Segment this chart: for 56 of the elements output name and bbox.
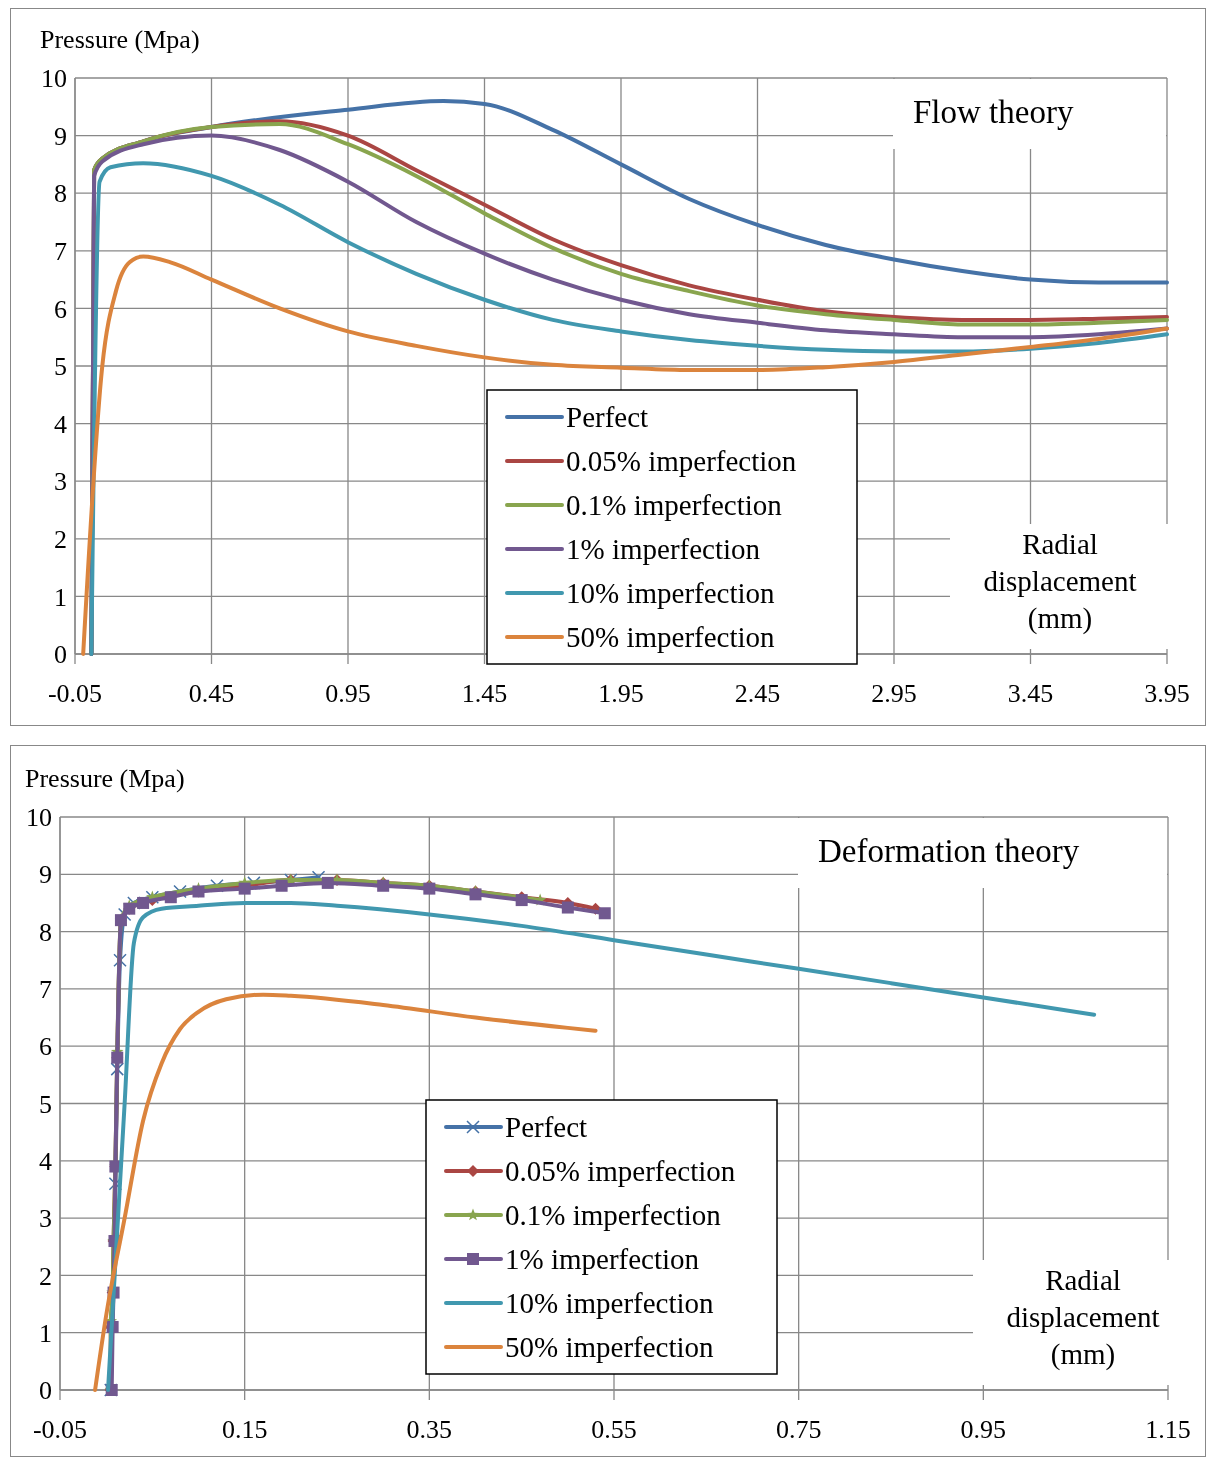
x-tick-label: 0.15 xyxy=(221,1415,268,1444)
x-tick-label: 3.95 xyxy=(1144,679,1190,708)
legend-label: 10% imperfection xyxy=(505,1287,715,1320)
y-tick-label: 8 xyxy=(39,917,52,947)
x-axis-title: Radial displacement (mm) xyxy=(983,528,1137,635)
text: Deformation theory xyxy=(818,833,1080,869)
text: Flow theory xyxy=(913,94,1074,130)
y-axis-title: Pressure (Mpa) xyxy=(40,25,200,54)
x-tick-label: 0.75 xyxy=(775,1415,822,1444)
x-tick-label: 1.45 xyxy=(461,679,508,708)
y-tick-label: 10 xyxy=(41,64,67,94)
legend-label: 50% imperfection xyxy=(566,621,776,654)
y-tick-label: 2 xyxy=(39,1261,52,1291)
y-tick-label: 5 xyxy=(54,352,67,382)
y-tick-label: 6 xyxy=(54,294,67,324)
y-tick-label: 10 xyxy=(26,803,52,833)
x-tick-label: 0.95 xyxy=(960,1415,1007,1444)
y-tick-label: 7 xyxy=(39,975,52,1004)
x-tick-label: 0.55 xyxy=(591,1415,637,1444)
x-tick-label: 3.45 xyxy=(1007,679,1054,708)
x-tick-label: -0.05 xyxy=(32,1415,88,1444)
y-tick-label: 4 xyxy=(39,1146,52,1176)
legend-label: 1% imperfection xyxy=(566,533,761,566)
y-tick-label: 2 xyxy=(54,524,67,554)
y-tick-label: 0 xyxy=(54,640,67,670)
x-tick-label: 2.45 xyxy=(734,679,781,708)
y-tick-label: 5 xyxy=(39,1089,52,1119)
x-tick-label: 1.95 xyxy=(598,679,644,708)
x-tick-label: 0.45 xyxy=(188,679,235,708)
y-tick-label: 3 xyxy=(39,1204,52,1234)
y-tick-label: 7 xyxy=(54,236,67,266)
y-tick-label: 1 xyxy=(39,1318,52,1348)
legend-label: 10% imperfection xyxy=(566,577,776,610)
y-tick-label: 3 xyxy=(54,467,67,497)
y-tick-label: 4 xyxy=(54,409,67,439)
x-tick-label: 1.15 xyxy=(1145,1415,1191,1444)
y-tick-label: 8 xyxy=(54,179,67,209)
legend-label: 0.1% imperfection xyxy=(566,489,783,522)
x-axis-title: Radial displacement (mm) xyxy=(1006,1264,1160,1371)
y-tick-label: 6 xyxy=(39,1032,52,1062)
legend-label: 0.05% imperfection xyxy=(566,445,797,478)
y-axis-title: Pressure (Mpa) xyxy=(25,764,185,793)
legend-label: Perfect xyxy=(566,401,649,434)
y-tick-label: 9 xyxy=(54,121,67,151)
legend-label: Perfect xyxy=(505,1111,588,1144)
y-tick-label: 1 xyxy=(54,582,67,612)
y-tick-label: 0 xyxy=(39,1376,52,1406)
legend-label: 0.05% imperfection xyxy=(505,1155,736,1188)
x-tick-label: -0.05 xyxy=(47,679,103,708)
x-tick-label: 0.35 xyxy=(406,1415,453,1444)
y-tick-label: 9 xyxy=(39,860,52,890)
legend-label: 0.1% imperfection xyxy=(505,1199,722,1232)
x-tick-label: 0.95 xyxy=(325,679,371,708)
legend-label: 1% imperfection xyxy=(505,1243,700,1276)
x-tick-label: 2.95 xyxy=(871,679,917,708)
legend-label: 50% imperfection xyxy=(505,1331,715,1364)
